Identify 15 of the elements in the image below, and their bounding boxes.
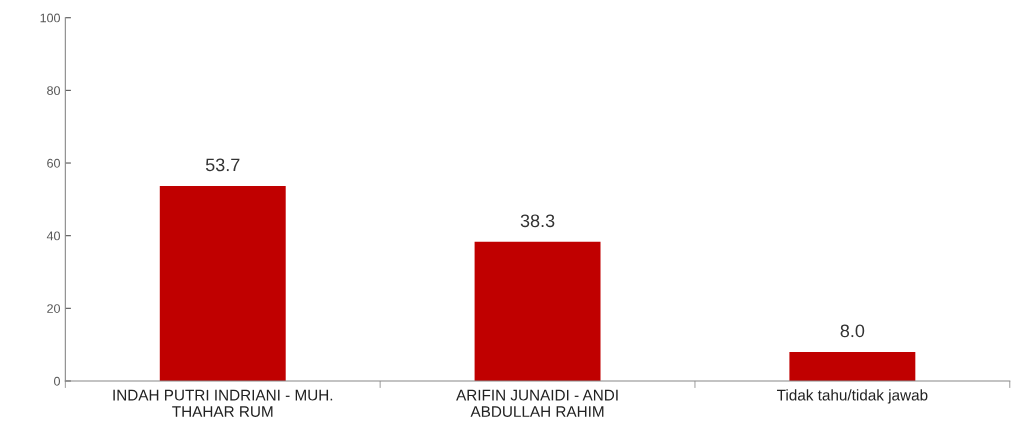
- bar: [474, 241, 601, 381]
- data-label: 38.3: [520, 214, 555, 228]
- y-tick-label: 40: [46, 231, 60, 241]
- data-label: 53.7: [205, 158, 240, 172]
- y-tick-label: 20: [47, 304, 60, 313]
- y-tick-label: 0: [54, 376, 60, 386]
- y-tick-label: 80: [47, 86, 60, 96]
- x-tick-label: INDAH PUTRI INDRIANI - MUH. THAHAR RUM: [113, 389, 333, 417]
- bar: [159, 185, 286, 381]
- x-tick-label: Tidak tahu/tidak jawab: [776, 389, 928, 404]
- x-tick-label: ARIFIN JUNAIDI - ANDI ABDULLAH RAHIM: [456, 389, 618, 417]
- y-tick-label: 60: [47, 158, 60, 168]
- data-label: 8.0: [840, 324, 865, 338]
- y-tick-label: 100: [40, 13, 60, 23]
- bar: [789, 351, 916, 381]
